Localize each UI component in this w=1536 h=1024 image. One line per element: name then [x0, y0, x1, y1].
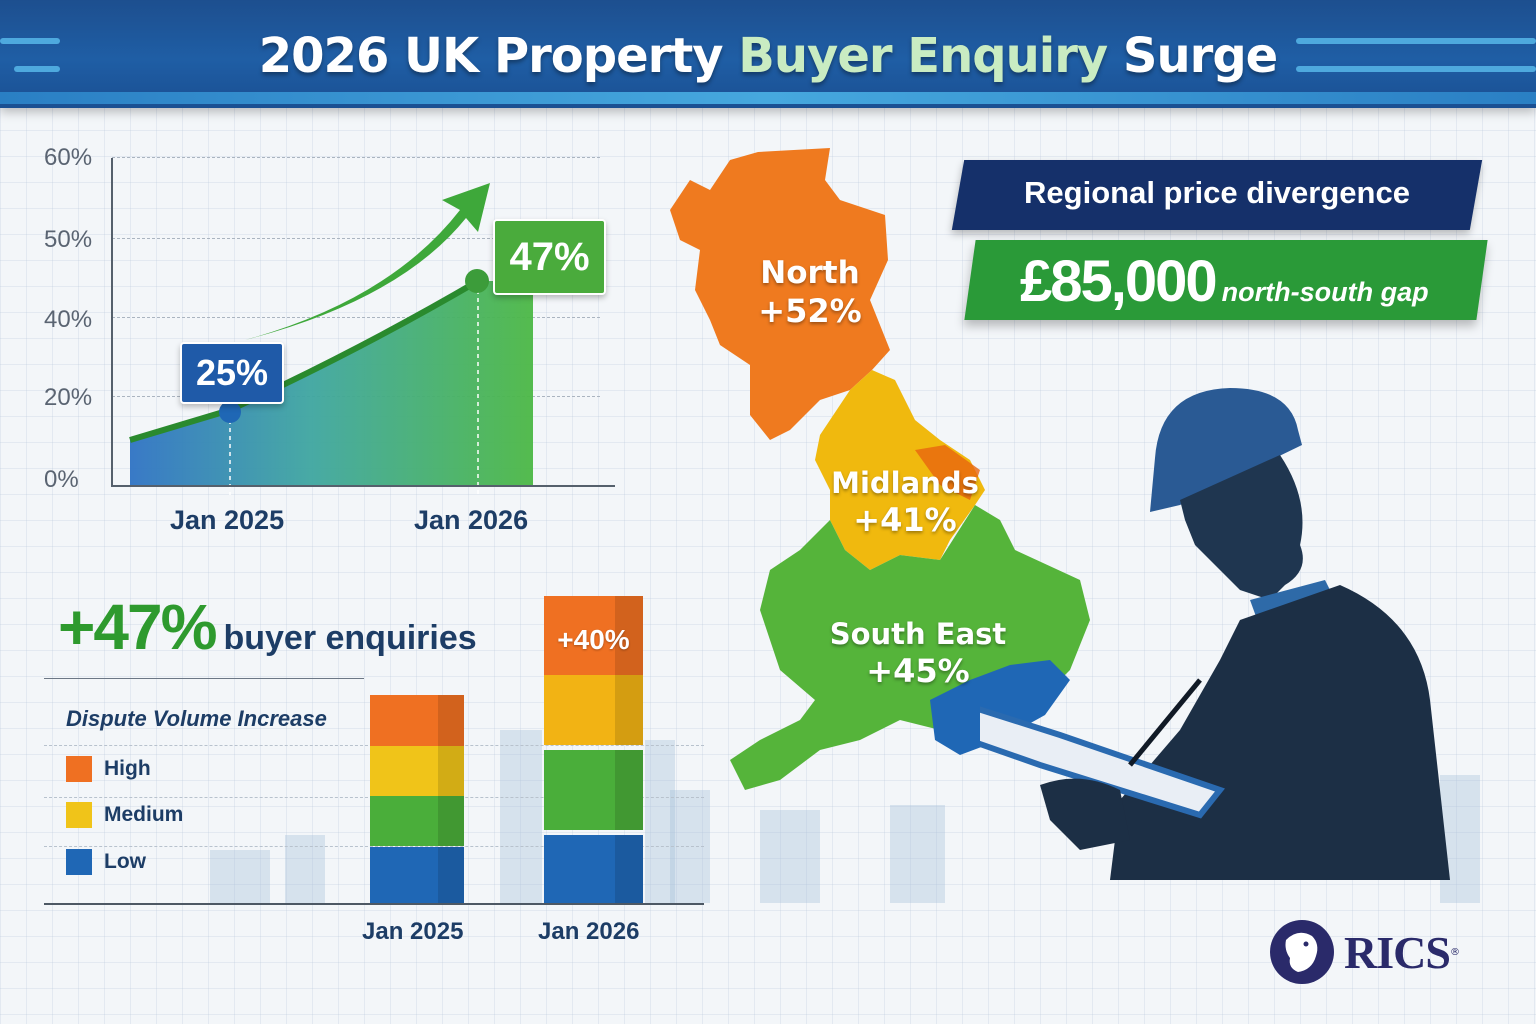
bar-segment-low: [370, 847, 464, 903]
legend-swatch: [66, 756, 92, 782]
y-tick: 60%: [44, 144, 93, 171]
surveyor-illustration: [980, 388, 1450, 880]
legend-item-low: Low: [66, 849, 146, 875]
x-tick: Jan 2026: [414, 505, 529, 535]
gridline: [44, 846, 704, 847]
y-tick: 0%: [44, 466, 79, 493]
legend-item-high: High: [66, 756, 151, 782]
skyline-building: [760, 810, 820, 903]
y-tick: 40%: [44, 306, 93, 333]
legend-item-medium: Medium: [66, 802, 183, 828]
region-london: [930, 660, 1070, 755]
bar-annotation: +40%: [557, 624, 630, 655]
rics-logo: RICS ®: [1268, 918, 1460, 986]
page-title: 2026 UK Property Buyer Enquiry Surge: [0, 28, 1536, 84]
title-highlight: Buyer Enquiry: [738, 28, 1108, 84]
skyline-building: [1440, 775, 1480, 903]
bar-segment-low: [544, 835, 643, 903]
price-gap-text: £85,000 north-south gap: [1020, 248, 1429, 315]
headline-stat-label: buyer enquiries: [223, 619, 477, 657]
hand-silhouette: [1040, 778, 1130, 850]
legend-title: Dispute Volume Increase: [66, 706, 327, 731]
lion-logo-icon: [1270, 920, 1334, 984]
bar-segment-medium: [370, 746, 464, 796]
y-axis: [111, 158, 113, 486]
legend-label: Medium: [104, 803, 184, 826]
bar-segment-medium: [544, 675, 643, 745]
skyline-building: [645, 740, 675, 903]
region-label-north: North +52%: [740, 255, 880, 331]
suit-silhouette: [1110, 585, 1450, 880]
header-band: [0, 92, 1536, 104]
region-change: +45%: [866, 651, 970, 690]
y-tick: 20%: [44, 384, 93, 411]
region-name: North: [760, 255, 860, 291]
x-axis: [111, 485, 615, 487]
x-tick: Jan 2025: [170, 505, 285, 535]
header-stripe-left: [0, 38, 60, 44]
hard-hat-icon: [1150, 388, 1302, 512]
header-stripe-right: [1296, 66, 1536, 72]
gridline: [112, 317, 600, 318]
region-midlands: [815, 370, 985, 570]
bar-segment-green: [370, 796, 464, 846]
bar-segment-high: [370, 695, 464, 746]
header-stripe-left: [14, 66, 60, 72]
uk-region-map: [670, 148, 1090, 790]
bar-segment-green: [544, 750, 643, 830]
legend-label: High: [104, 757, 151, 780]
region-hotspot: [915, 445, 980, 500]
head-silhouette: [1180, 455, 1303, 600]
skyline-building: [890, 805, 945, 903]
headline-stat-value: +47%: [58, 591, 217, 663]
callout-jan-2026: 47%: [493, 219, 606, 295]
region-change: +52%: [758, 292, 862, 331]
gridline: [112, 157, 600, 158]
header-stripe-right: [1296, 38, 1536, 44]
gridline: [112, 238, 600, 239]
region-change: +41%: [853, 500, 957, 539]
skyline-building: [210, 850, 270, 903]
legend-label: Low: [104, 850, 146, 873]
divider: [44, 678, 364, 679]
registered-mark: ®: [1449, 946, 1460, 958]
region-name: Midlands: [831, 466, 979, 500]
pen-icon: [1128, 678, 1202, 767]
title-text: 2026 UK Property: [258, 28, 739, 84]
legend-swatch: [66, 849, 92, 875]
region-label-south-east: South East +45%: [818, 617, 1018, 690]
headline-stat: +47% buyer enquiries: [58, 590, 477, 664]
callout-jan-2025: 25%: [180, 342, 284, 404]
region-label-midlands: Midlands +41%: [820, 466, 990, 539]
clipboard-icon: [980, 706, 1226, 819]
rics-wordmark: RICS: [1344, 926, 1451, 978]
price-gap-label: north-south gap: [1221, 277, 1429, 307]
header-banner: 2026 UK Property Buyer Enquiry Surge: [0, 0, 1536, 108]
bar-segment-high: [544, 596, 643, 675]
y-tick: 50%: [44, 226, 93, 253]
title-text: Surge: [1107, 28, 1278, 84]
regional-banner-title: Regional price divergence: [1024, 175, 1410, 210]
bar-baseline: [44, 903, 704, 905]
region-south-east: [730, 505, 1090, 790]
skyline-building: [500, 730, 542, 903]
region-north: [670, 148, 890, 440]
region-name: South East: [829, 617, 1007, 651]
price-gap-amount: £85,000: [1020, 249, 1218, 314]
x-tick: Jan 2025: [362, 918, 464, 945]
x-tick: Jan 2026: [538, 918, 640, 945]
legend-swatch: [66, 802, 92, 828]
